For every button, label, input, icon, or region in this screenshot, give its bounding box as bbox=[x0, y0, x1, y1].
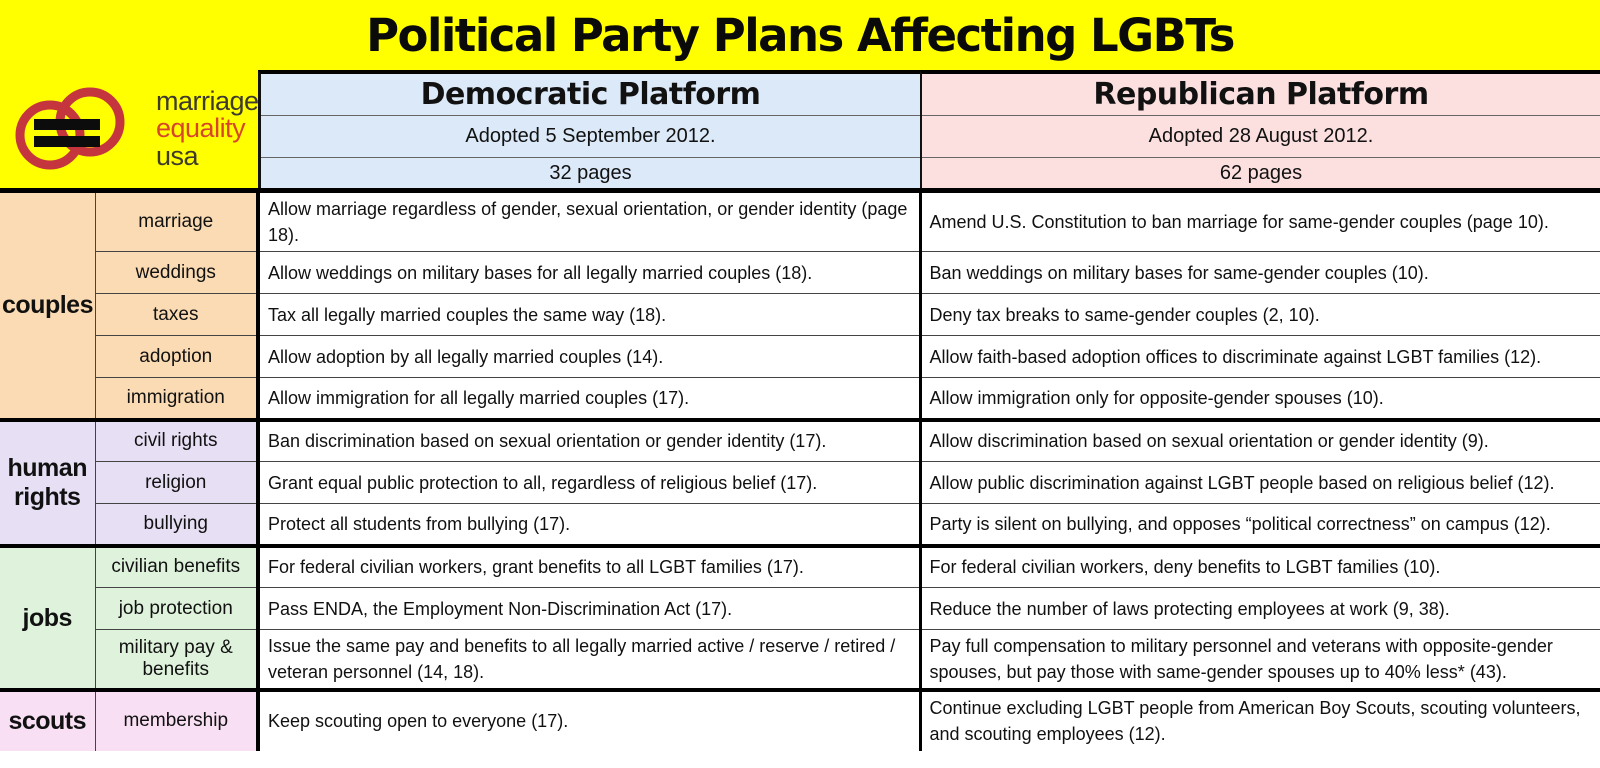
topic-weddings: weddings bbox=[95, 251, 260, 294]
democratic-page-count: 32 pages bbox=[549, 161, 632, 184]
topic-job-protection: job protection bbox=[95, 587, 260, 630]
republican-position-taxes: Deny tax breaks to same-gender couples (… bbox=[920, 293, 1600, 336]
democratic-position-bullying: Protect all students from bullying (17). bbox=[258, 503, 922, 546]
logo-word-marriage: marriage bbox=[156, 85, 259, 116]
republican-position-civilian-benefits: For federal civilian workers, deny benef… bbox=[920, 543, 1600, 588]
republican-position-membership: Continue excluding LGBT people from Amer… bbox=[920, 688, 1600, 751]
republican-position-bullying: Party is silent on bullying, and opposes… bbox=[920, 503, 1600, 546]
logo-word-equality: equality bbox=[156, 113, 246, 144]
democratic-position-civilian-benefits: For federal civilian workers, grant bene… bbox=[258, 543, 922, 588]
platform-table-body: couples marriage Allow marriage regardless… bbox=[0, 190, 1600, 751]
marriage-equality-usa-logo: marriage equality usa bbox=[0, 70, 259, 188]
topic-bullying: bullying bbox=[95, 503, 260, 546]
democratic-position-immigration: Allow immigration for all legally marrie… bbox=[258, 377, 922, 420]
republican-position-religion: Allow public discrimination against LGBT… bbox=[920, 461, 1600, 504]
republican-position-civil-rights: Allow discrimination based on sexual ori… bbox=[920, 417, 1600, 462]
republican-position-weddings: Ban weddings on military bases for same-… bbox=[920, 251, 1600, 294]
table-row: bullying Protect all students from bullyi… bbox=[0, 503, 1600, 546]
democratic-position-weddings: Allow weddings on military bases for all… bbox=[258, 251, 922, 294]
democratic-position-adoption: Allow adoption by all legally married co… bbox=[258, 335, 922, 378]
republican-position-military-pay-benefits: Pay full compensation to military person… bbox=[920, 629, 1600, 691]
topic-taxes: taxes bbox=[95, 293, 260, 336]
republican-platform-title: Republican Platform bbox=[922, 74, 1600, 116]
table-row: couples marriage Allow marriage regardless… bbox=[0, 190, 1600, 420]
group-label-jobs: jobs bbox=[0, 543, 96, 691]
table-row: jobs civilian benefits For federal civilia… bbox=[0, 543, 1600, 691]
topic-immigration: immigration bbox=[95, 377, 260, 420]
democratic-adopted-date: Adopted 5 September 2012. bbox=[261, 116, 920, 158]
republican-position-adoption: Allow faith-based adoption offices to di… bbox=[920, 335, 1600, 378]
group-label-scouts: scouts bbox=[0, 688, 96, 751]
democratic-position-membership: Keep scouting open to everyone (17). bbox=[258, 688, 922, 751]
democratic-position-civil-rights: Ban discrimination based on sexual orien… bbox=[258, 417, 922, 462]
democratic-position-marriage: Allow marriage regardless of gender, sex… bbox=[258, 190, 922, 252]
group-label-couples: couples bbox=[0, 190, 96, 420]
table-row: taxes Tax all legally married couples the… bbox=[0, 293, 1600, 336]
table-row: human rights civil rights Ban discriminati… bbox=[0, 417, 1600, 546]
table-row: weddings Allow weddings on military bases… bbox=[0, 251, 1600, 294]
republican-position-job-protection: Reduce the number of laws protecting emp… bbox=[920, 587, 1600, 630]
democratic-platform-header: Democratic Platform Adopted 5 September … bbox=[258, 70, 920, 188]
topic-civil-rights: civil rights bbox=[95, 417, 260, 462]
page-title: Political Party Plans Affecting LGBTs bbox=[366, 8, 1235, 62]
democratic-position-military-pay-benefits: Issue the same pay and benefits to all l… bbox=[258, 629, 922, 691]
title-bar: Political Party Plans Affecting LGBTs bbox=[0, 0, 1600, 70]
table-row: adoption Allow adoption by all legally ma… bbox=[0, 335, 1600, 378]
topic-civilian-benefits: civilian benefits bbox=[95, 543, 260, 588]
republican-position-immigration: Allow immigration only for opposite-gend… bbox=[920, 377, 1600, 420]
topic-religion: religion bbox=[95, 461, 260, 504]
republican-position-marriage: Amend U.S. Constitution to ban marriage … bbox=[920, 190, 1600, 252]
interlocking-rings-equality-icon bbox=[15, 87, 125, 170]
topic-military-pay-benefits: military pay & benefits bbox=[95, 629, 260, 691]
table-row: job protection Pass ENDA, the Employment … bbox=[0, 587, 1600, 630]
group-label-human-rights: human rights bbox=[0, 417, 96, 546]
democratic-position-taxes: Tax all legally married couples the same… bbox=[258, 293, 922, 336]
table-row: immigration Allow immigration for all leg… bbox=[0, 377, 1600, 420]
logo-wordmark: marriage equality usa bbox=[156, 85, 259, 171]
democratic-position-job-protection: Pass ENDA, the Employment Non-Discrimina… bbox=[258, 587, 922, 630]
topic-adoption: adoption bbox=[95, 335, 260, 378]
table-row: military pay & benefits Issue the same pa… bbox=[0, 629, 1600, 691]
logo-word-usa: usa bbox=[156, 140, 199, 171]
republican-platform-header: Republican Platform Adopted 28 August 20… bbox=[920, 70, 1600, 188]
democratic-platform-title: Democratic Platform bbox=[261, 74, 920, 116]
table-header: marriage equality usa Democratic Platfor… bbox=[0, 70, 1600, 188]
table-row: religion Grant equal public protection to… bbox=[0, 461, 1600, 504]
platform-comparison-table: couples marriage Allow marriage regardless… bbox=[0, 188, 1600, 751]
table-row: scouts membership Keep scouting open to ev… bbox=[0, 688, 1600, 751]
democratic-position-religion: Grant equal public protection to all, re… bbox=[258, 461, 922, 504]
republican-page-count: 62 pages bbox=[1219, 161, 1303, 184]
topic-membership: membership bbox=[95, 688, 260, 751]
topic-marriage: marriage bbox=[95, 190, 260, 252]
republican-adopted-date: Adopted 28 August 2012. bbox=[922, 116, 1600, 158]
